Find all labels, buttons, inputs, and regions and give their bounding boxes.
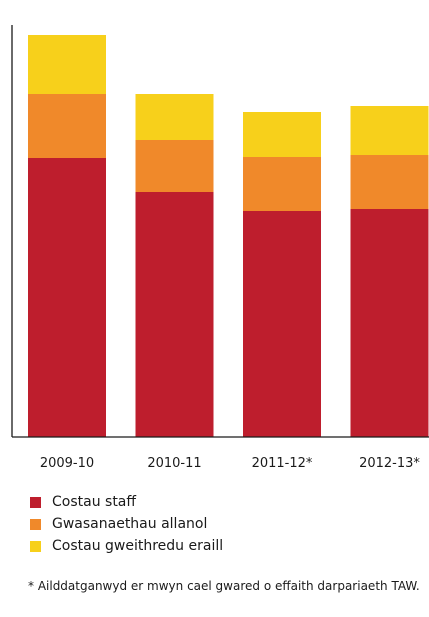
bar-2009-10-costau-staff xyxy=(28,158,106,437)
bars-group xyxy=(28,35,429,437)
x-tick-label: 2012-13* xyxy=(359,456,420,471)
legend-item: Gwasanaethau allanol xyxy=(30,513,223,535)
bar-2011-12-gwasanaethau-allanol xyxy=(243,157,321,211)
bar-2009-10-costau-gweithredu-eraill xyxy=(28,35,106,94)
bar-2010-11-costau-staff xyxy=(136,192,214,437)
x-tick-label: 2009-10 xyxy=(40,456,94,471)
bar-2010-11-costau-gweithredu-eraill xyxy=(136,94,214,140)
stacked-bar-chart: 2009-10 2010-11 2011-12* 2012-13* xyxy=(0,0,429,480)
bar-2012-13-costau-staff xyxy=(351,209,429,437)
x-tick-labels: 2009-10 2010-11 2011-12* 2012-13* xyxy=(40,456,421,471)
bar-2012-13-gwasanaethau-allanol xyxy=(351,155,429,209)
bar-2009-10-gwasanaethau-allanol xyxy=(28,94,106,158)
legend-label: Gwasanaethau allanol xyxy=(52,513,207,535)
legend-item: Costau staff xyxy=(30,491,223,513)
legend-swatch xyxy=(30,541,41,552)
footnote: * Ailddatganwyd er mwyn cael gwared o ef… xyxy=(28,578,423,594)
bar-2012-13-costau-gweithredu-eraill xyxy=(351,106,429,155)
x-tick-label: 2010-11 xyxy=(147,456,201,471)
bar-2011-12-costau-gweithredu-eraill xyxy=(243,112,321,157)
legend-item: Costau gweithredu eraill xyxy=(30,535,223,557)
legend-swatch xyxy=(30,497,41,508)
legend: Costau staff Gwasanaethau allanol Costau g… xyxy=(30,491,223,557)
legend-label: Costau staff xyxy=(52,491,136,513)
legend-swatch xyxy=(30,519,41,530)
x-tick-label: 2011-12* xyxy=(252,456,313,471)
legend-label: Costau gweithredu eraill xyxy=(52,535,223,557)
bar-2010-11-gwasanaethau-allanol xyxy=(136,140,214,192)
bar-2011-12-costau-staff xyxy=(243,211,321,437)
